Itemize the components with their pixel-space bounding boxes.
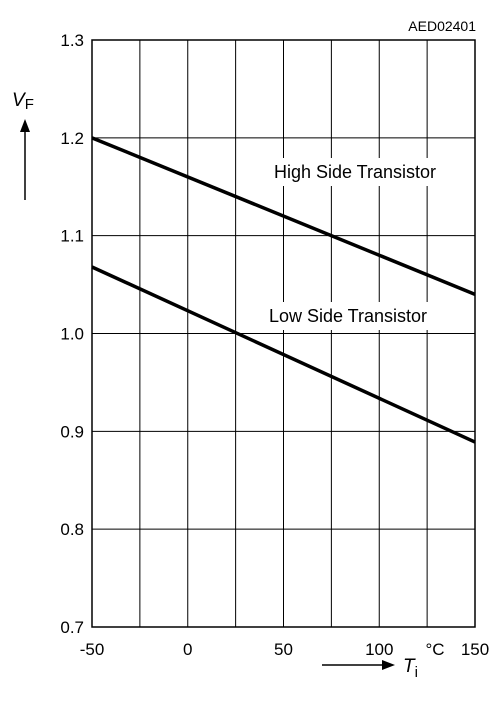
series-label: High Side Transistor — [274, 162, 436, 182]
y-axis-label: VF — [12, 90, 34, 113]
series-line-1 — [91, 265, 476, 444]
x-tick-label: 150 — [461, 640, 489, 659]
x-axis-label: Ti — [403, 656, 418, 681]
series-label: Low Side Transistor — [269, 306, 427, 326]
y-tick-label: 1.0 — [60, 325, 84, 344]
series-lines — [91, 136, 476, 444]
series-label-bg — [246, 302, 452, 330]
y-tick-label: 1.3 — [60, 31, 84, 50]
plot-frame — [91, 39, 476, 628]
y-tick-label: 0.9 — [60, 422, 84, 441]
x-axis-arrow-head — [382, 660, 395, 670]
x-tick-label: -50 — [80, 640, 105, 659]
x-tick-label: 50 — [274, 640, 293, 659]
series-line-0 — [91, 136, 476, 296]
axes — [20, 39, 476, 670]
y-tick-label: 1.2 — [60, 129, 84, 148]
y-tick-label: 0.8 — [60, 520, 84, 539]
y-tick-label: 0.7 — [60, 618, 84, 637]
y-axis-arrow-head — [20, 119, 30, 132]
figure-id: AED02401 — [408, 18, 476, 34]
x-unit-label: °C — [425, 640, 444, 659]
x-tick-label: 0 — [183, 640, 192, 659]
x-tick-label: 100 — [365, 640, 393, 659]
labels: 0.7 0.8 0.9 1.0 1.1 1.2 1.3 -50 0 50 100 150 °C AED02… — [12, 18, 489, 681]
grid — [91, 39, 476, 628]
y-tick-label: 1.1 — [60, 227, 84, 246]
series-label-bg — [246, 158, 464, 186]
